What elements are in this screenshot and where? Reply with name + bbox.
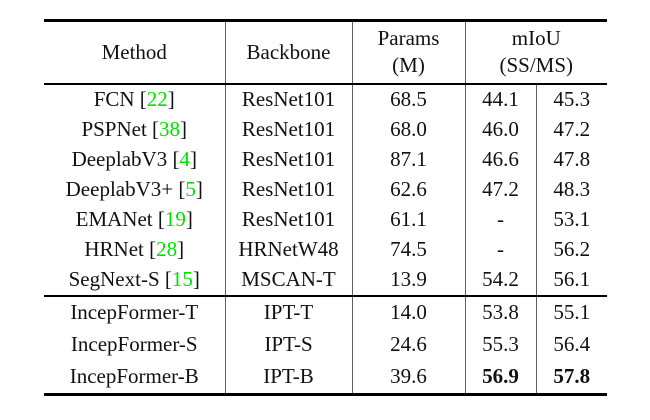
table-row: DeeplabV3+ [5] ResNet101 62.6 47.2 48.3 — [44, 174, 607, 205]
method-cell: SegNext-S [15] — [68, 267, 200, 291]
miou-ms-cell: 53.1 — [535, 204, 607, 235]
params-cell: 14.0 — [351, 295, 465, 329]
miou-ms-cell: 45.3 — [535, 83, 607, 115]
header-miou-line1: mIoU — [511, 26, 561, 51]
backbone-cell: MSCAN-T — [224, 264, 352, 296]
table-row: HRNet [28] HRNetW48 74.5-56.2 — [44, 234, 607, 265]
table-group-2: IncepFormer-T IPT-T 14.0 53.8 55.1 IncepForme… — [44, 295, 607, 394]
citation-link[interactable]: 4 — [179, 147, 190, 171]
miou-ss-cell: 53.8 — [464, 295, 536, 329]
citation-link[interactable]: 19 — [164, 207, 186, 231]
method-cell: IncepFormer-T — [70, 300, 199, 324]
method-cell: EMANet [19] — [75, 207, 193, 231]
miou-ss-cell: 54.2 — [464, 264, 536, 296]
method-cell: DeeplabV3+ [5] — [65, 177, 203, 201]
citation-link[interactable]: 22 — [146, 87, 168, 111]
miou-ms-cell: 48.3 — [535, 174, 607, 205]
miou-ss-cell: 46.0 — [464, 114, 536, 145]
miou-ss-cell: 47.2 — [464, 174, 536, 205]
header-params-line2: (M) — [392, 53, 425, 78]
header-method: Method — [101, 39, 167, 64]
params-cell: 39.6 — [351, 360, 465, 394]
header-params: Params (M) — [351, 20, 465, 84]
miou-ms-cell: 56.1 — [535, 264, 607, 296]
params-cell: 74.5 — [351, 234, 465, 265]
backbone-cell: IPT-S — [224, 328, 352, 361]
method-cell: DeeplabV3 [4] — [71, 147, 197, 171]
table-row: IncepFormer-B IPT-B 39.6 56.9 57.8 — [44, 360, 607, 394]
table-group-1: FCN [22] ResNet101 68.5 44.1 45.3 PSPNet [38]… — [44, 83, 607, 296]
method-cell: HRNet [28] — [84, 237, 185, 261]
miou-ss-cell: - — [464, 204, 536, 235]
method-cell: FCN [22] — [93, 87, 175, 111]
table-row: SegNext-S [15] MSCAN-T 13.9 54.2 56.1 — [44, 264, 607, 296]
backbone-cell: IPT-T — [224, 295, 352, 329]
backbone-cell: ResNet101 — [224, 114, 352, 145]
citation-link[interactable]: 5 — [185, 177, 196, 201]
table-header: Method Backbone Params (M) mIoU (SS/MS) — [44, 20, 607, 84]
citation-link[interactable]: 15 — [171, 267, 193, 291]
table-row: PSPNet [38] ResNet101 68.0 46.0 47.2 — [44, 114, 607, 145]
miou-ms-cell: 47.2 — [535, 114, 607, 145]
backbone-cell: ResNet101 — [224, 144, 352, 175]
header-row: Method Backbone Params (M) mIoU (SS/MS) — [44, 20, 607, 84]
results-table-container: Method Backbone Params (M) mIoU (SS/MS) … — [44, 19, 607, 396]
backbone-cell: ResNet101 — [224, 204, 352, 235]
params-cell: 68.5 — [351, 83, 465, 115]
backbone-cell: IPT-B — [224, 360, 352, 394]
miou-ss-cell: 55.3 — [464, 328, 536, 361]
params-cell: 62.6 — [351, 174, 465, 205]
table-row: IncepFormer-T IPT-T 14.0 53.8 55.1 — [44, 295, 607, 329]
miou-ss-cell: - — [464, 234, 536, 265]
params-cell: 61.1 — [351, 204, 465, 235]
miou-ss-cell: 56.9 — [464, 360, 536, 394]
citation-link[interactable]: 28 — [156, 237, 178, 261]
results-table: Method Backbone Params (M) mIoU (SS/MS) … — [44, 19, 607, 396]
params-cell: 24.6 — [351, 328, 465, 361]
table-row: DeeplabV3 [4] ResNet101 87.1 46.6 47.8 — [44, 144, 607, 175]
miou-ms-cell: 47.8 — [535, 144, 607, 175]
header-miou: mIoU (SS/MS) — [464, 20, 607, 84]
header-params-line1: Params — [377, 26, 440, 51]
backbone-cell: ResNet101 — [224, 174, 352, 205]
miou-ms-cell: 56.2 — [535, 234, 607, 265]
miou-ss-cell: 44.1 — [464, 83, 536, 115]
method-cell: PSPNet [38] — [81, 117, 188, 141]
miou-ss-cell: 46.6 — [464, 144, 536, 175]
miou-ms-cell: 57.8 — [535, 360, 607, 394]
miou-ms-cell: 55.1 — [535, 295, 607, 329]
method-cell: IncepFormer-B — [69, 364, 199, 388]
table-row: EMANet [19] ResNet101 61.1-53.1 — [44, 204, 607, 235]
backbone-cell: HRNetW48 — [224, 234, 352, 265]
miou-ms-cell: 56.4 — [535, 328, 607, 361]
table-row: IncepFormer-S IPT-S 24.6 55.3 56.4 — [44, 328, 607, 361]
params-cell: 68.0 — [351, 114, 465, 145]
params-cell: 13.9 — [351, 264, 465, 296]
header-miou-line2: (SS/MS) — [499, 53, 574, 78]
backbone-cell: ResNet101 — [224, 83, 352, 115]
table-row: FCN [22] ResNet101 68.5 44.1 45.3 — [44, 83, 607, 115]
params-cell: 87.1 — [351, 144, 465, 175]
citation-link[interactable]: 38 — [159, 117, 181, 141]
method-cell: IncepFormer-S — [70, 332, 198, 356]
header-backbone: Backbone — [224, 20, 352, 84]
